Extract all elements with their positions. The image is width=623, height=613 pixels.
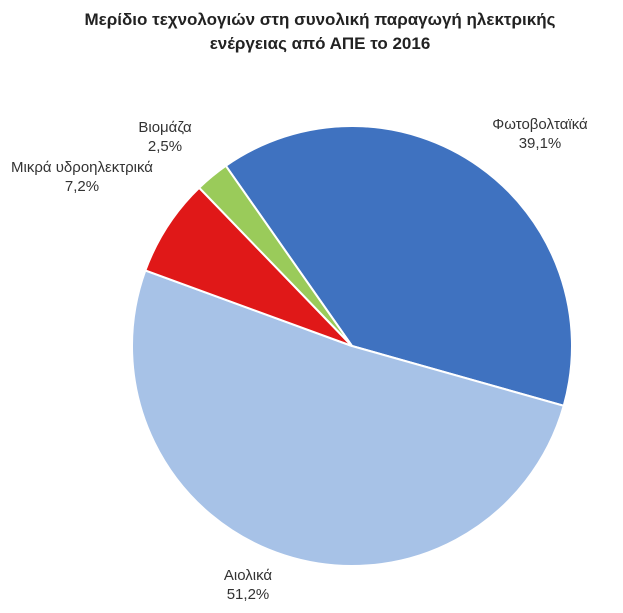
slice-label: Φωτοβολταϊκά 39,1% [440, 115, 623, 153]
category-label: Φωτοβολταϊκά [492, 116, 588, 133]
slice-label: Αιολικά 51,2% [188, 566, 308, 604]
value-label: 7,2% [64, 178, 100, 195]
chart-title: Μερίδιο τεχνολογιών στη συνολική παραγωγ… [84, 10, 556, 53]
category-label: Μικρά υδροηλεκτρικά [11, 159, 153, 176]
pie-slice [197, 164, 353, 347]
slice-label: Μικρά υδροηλεκτρικά 7,2% [7, 158, 157, 196]
value-label: 51,2% [226, 586, 270, 603]
pie-slice [131, 269, 565, 567]
pie-slice [224, 125, 573, 407]
category-label: Αιολικά [223, 567, 273, 584]
value-label: 39,1% [518, 135, 562, 152]
category-label: Βιομάζα [138, 119, 192, 136]
pie-slice [144, 186, 353, 347]
value-label: 2,5% [147, 138, 183, 155]
slice-label: Βιομάζα 2,5% [115, 118, 215, 156]
